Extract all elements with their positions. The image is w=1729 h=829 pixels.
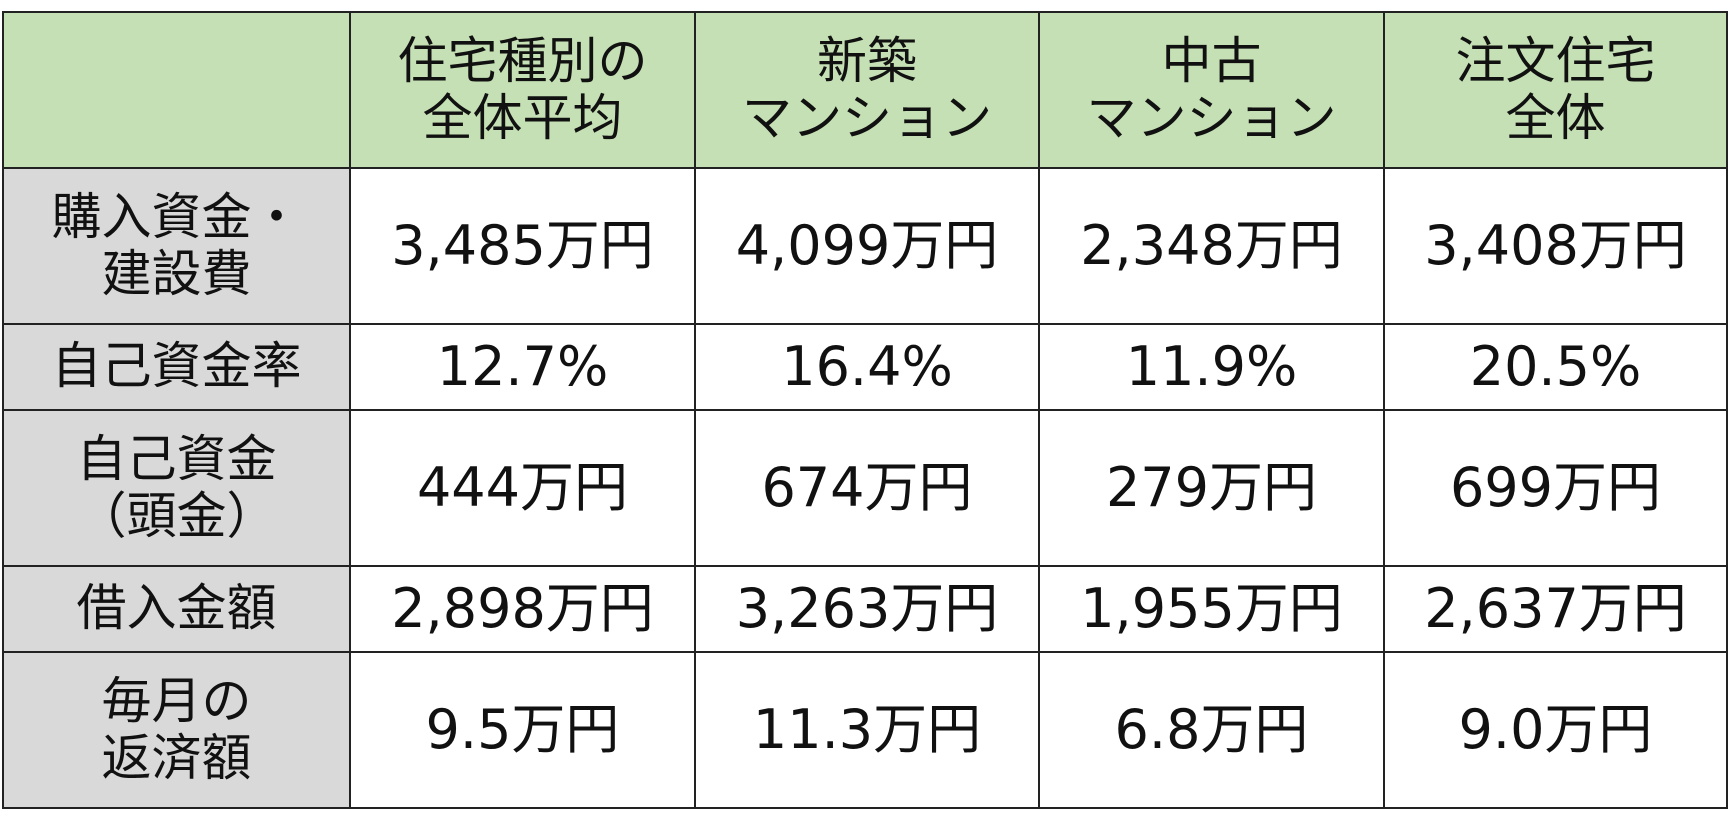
row-label: 購入資金・ 建設費 xyxy=(2,167,351,325)
value-cell: 6.8万円 xyxy=(1038,651,1385,809)
header-row: 住宅種別の 全体平均 新築 マンション 中古 マンション 注文住宅 全体 xyxy=(2,11,1728,169)
value-cell: 3,263万円 xyxy=(694,565,1040,653)
row-label: 自己資金 （頭金） xyxy=(2,409,351,567)
header-cell: 新築 マンション xyxy=(694,11,1040,169)
header-cell: 注文住宅 全体 xyxy=(1383,11,1728,169)
value-cell: 12.7% xyxy=(349,323,696,411)
value-cell: 279万円 xyxy=(1038,409,1385,567)
comparison-table: 住宅種別の 全体平均 新築 マンション 中古 マンション 注文住宅 全体 購入資… xyxy=(2,11,1728,809)
value-cell: 444万円 xyxy=(349,409,696,567)
row-label: 借入金額 xyxy=(2,565,351,653)
table-row: 購入資金・ 建設費 3,485万円 4,099万円 2,348万円 3,408万円 xyxy=(2,167,1728,325)
value-cell: 3,408万円 xyxy=(1383,167,1728,325)
value-cell: 2,348万円 xyxy=(1038,167,1385,325)
value-cell: 9.5万円 xyxy=(349,651,696,809)
value-cell: 9.0万円 xyxy=(1383,651,1728,809)
value-cell: 4,099万円 xyxy=(694,167,1040,325)
row-label: 自己資金率 xyxy=(2,323,351,411)
header-cell: 住宅種別の 全体平均 xyxy=(349,11,696,169)
table-row: 毎月の 返済額 9.5万円 11.3万円 6.8万円 9.0万円 xyxy=(2,651,1728,809)
value-cell: 3,485万円 xyxy=(349,167,696,325)
value-cell: 16.4% xyxy=(694,323,1040,411)
value-cell: 20.5% xyxy=(1383,323,1728,411)
table-row: 自己資金 （頭金） 444万円 674万円 279万円 699万円 xyxy=(2,409,1728,567)
value-cell: 699万円 xyxy=(1383,409,1728,567)
corner-cell xyxy=(2,11,351,169)
table-body: 購入資金・ 建設費 3,485万円 4,099万円 2,348万円 3,408万円 自己資… xyxy=(2,167,1728,809)
table-row: 借入金額 2,898万円 3,263万円 1,955万円 2,637万円 xyxy=(2,565,1728,653)
value-cell: 11.9% xyxy=(1038,323,1385,411)
value-cell: 1,955万円 xyxy=(1038,565,1385,653)
header-cell: 中古 マンション xyxy=(1038,11,1385,169)
value-cell: 11.3万円 xyxy=(694,651,1040,809)
row-label: 毎月の 返済額 xyxy=(2,651,351,809)
table-row: 自己資金率 12.7% 16.4% 11.9% 20.5% xyxy=(2,323,1728,411)
value-cell: 674万円 xyxy=(694,409,1040,567)
value-cell: 2,898万円 xyxy=(349,565,696,653)
value-cell: 2,637万円 xyxy=(1383,565,1728,653)
